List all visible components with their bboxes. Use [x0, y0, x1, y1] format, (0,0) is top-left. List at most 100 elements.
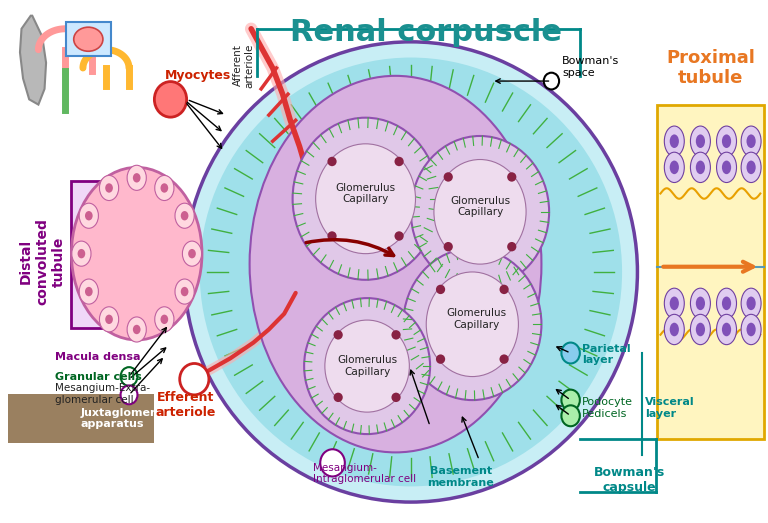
Ellipse shape: [74, 27, 103, 51]
Text: Glomerulus
Capillary: Glomerulus Capillary: [450, 196, 510, 218]
Ellipse shape: [717, 152, 737, 183]
Ellipse shape: [85, 287, 93, 296]
Ellipse shape: [127, 317, 146, 342]
Ellipse shape: [741, 288, 761, 319]
Ellipse shape: [79, 279, 98, 304]
Text: Glomerulus
Capillary: Glomerulus Capillary: [337, 355, 397, 377]
Ellipse shape: [696, 134, 705, 148]
Ellipse shape: [696, 297, 705, 310]
FancyBboxPatch shape: [657, 105, 764, 439]
Ellipse shape: [200, 58, 622, 486]
Ellipse shape: [664, 314, 684, 345]
Ellipse shape: [180, 363, 209, 395]
Ellipse shape: [100, 175, 118, 200]
Ellipse shape: [392, 393, 401, 402]
Ellipse shape: [127, 165, 146, 190]
Ellipse shape: [133, 173, 141, 183]
Ellipse shape: [561, 343, 580, 363]
Ellipse shape: [746, 161, 756, 174]
Ellipse shape: [444, 172, 453, 181]
Ellipse shape: [392, 330, 401, 339]
Text: Renal corpuscle: Renal corpuscle: [290, 18, 562, 47]
Text: Mesangium-Extra-
glomerular cell: Mesangium-Extra- glomerular cell: [55, 383, 151, 405]
Ellipse shape: [85, 211, 93, 221]
Ellipse shape: [746, 297, 756, 310]
Ellipse shape: [436, 285, 445, 294]
Ellipse shape: [333, 330, 343, 339]
Ellipse shape: [250, 76, 541, 452]
Ellipse shape: [664, 126, 684, 156]
Ellipse shape: [436, 355, 445, 364]
Ellipse shape: [71, 241, 91, 266]
Text: Bowman's
capsule: Bowman's capsule: [594, 466, 665, 494]
Ellipse shape: [690, 314, 710, 345]
Ellipse shape: [664, 288, 684, 319]
Ellipse shape: [722, 134, 731, 148]
Ellipse shape: [722, 297, 731, 310]
Ellipse shape: [155, 175, 174, 200]
Ellipse shape: [444, 242, 453, 252]
Polygon shape: [20, 16, 46, 105]
Ellipse shape: [717, 314, 737, 345]
Text: Parietal
layer: Parietal layer: [582, 344, 631, 366]
Ellipse shape: [664, 152, 684, 183]
Text: Afferent
arteriole: Afferent arteriole: [233, 43, 254, 87]
Ellipse shape: [121, 367, 137, 386]
Ellipse shape: [71, 167, 202, 340]
Ellipse shape: [304, 298, 430, 434]
Ellipse shape: [696, 161, 705, 174]
Ellipse shape: [696, 323, 705, 336]
Text: Efferent
arteriole: Efferent arteriole: [156, 391, 216, 419]
Ellipse shape: [395, 231, 404, 241]
Ellipse shape: [133, 325, 141, 334]
Ellipse shape: [499, 285, 508, 294]
Ellipse shape: [741, 314, 761, 345]
Ellipse shape: [741, 126, 761, 156]
Ellipse shape: [293, 118, 439, 280]
Ellipse shape: [184, 42, 637, 502]
Ellipse shape: [746, 323, 756, 336]
Ellipse shape: [105, 315, 113, 324]
Text: Distal
convoluted
tubule: Distal convoluted tubule: [19, 218, 65, 305]
Ellipse shape: [161, 315, 168, 324]
Ellipse shape: [507, 172, 516, 181]
Ellipse shape: [499, 355, 508, 364]
Ellipse shape: [154, 82, 187, 117]
Ellipse shape: [327, 231, 336, 241]
Ellipse shape: [544, 73, 559, 89]
Ellipse shape: [561, 405, 580, 426]
Ellipse shape: [78, 249, 85, 258]
Ellipse shape: [741, 152, 761, 183]
Ellipse shape: [434, 160, 526, 264]
Ellipse shape: [105, 183, 113, 192]
Text: Bowman's
space: Bowman's space: [562, 56, 620, 78]
Ellipse shape: [670, 161, 679, 174]
Ellipse shape: [180, 287, 188, 296]
Ellipse shape: [403, 248, 541, 400]
Ellipse shape: [670, 134, 679, 148]
Text: Visceral
layer: Visceral layer: [645, 397, 695, 419]
Ellipse shape: [690, 126, 710, 156]
Ellipse shape: [155, 307, 174, 332]
Text: Macula densa: Macula densa: [55, 352, 141, 362]
FancyBboxPatch shape: [8, 394, 154, 443]
Ellipse shape: [561, 390, 580, 411]
Ellipse shape: [175, 279, 194, 304]
Ellipse shape: [670, 297, 679, 310]
Text: Granular cells: Granular cells: [55, 371, 142, 382]
Ellipse shape: [320, 449, 345, 476]
Ellipse shape: [717, 126, 737, 156]
Text: Glomerulus
Capillary: Glomerulus Capillary: [336, 183, 396, 204]
Ellipse shape: [180, 211, 188, 221]
Text: Mesangium-
Intraglomerular cell: Mesangium- Intraglomerular cell: [313, 462, 416, 484]
Ellipse shape: [507, 242, 516, 252]
Ellipse shape: [690, 152, 710, 183]
Ellipse shape: [325, 320, 409, 412]
Text: Proximal
tubule: Proximal tubule: [666, 49, 755, 87]
Text: Basement
membrane: Basement membrane: [428, 466, 494, 488]
Ellipse shape: [161, 183, 168, 192]
Ellipse shape: [183, 241, 201, 266]
Text: Glomerulus
Capillary: Glomerulus Capillary: [446, 308, 506, 330]
Text: Juxtaglomerular
apparatus: Juxtaglomerular apparatus: [81, 407, 180, 429]
Ellipse shape: [690, 288, 710, 319]
